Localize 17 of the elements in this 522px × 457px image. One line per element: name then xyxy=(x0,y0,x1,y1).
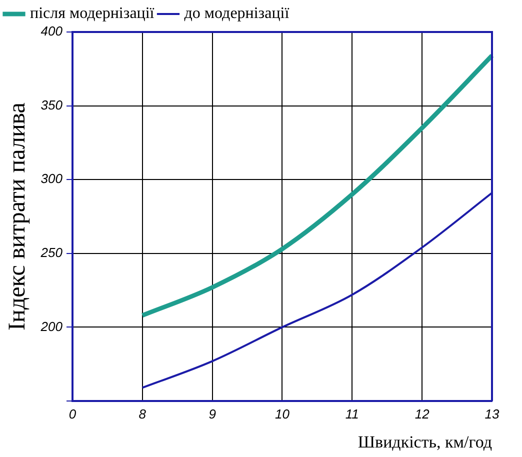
legend-label: до модернізації xyxy=(184,5,290,22)
x-tick-label: 0 xyxy=(68,406,77,422)
y-tick-label: 250 xyxy=(40,245,64,260)
legend-label: після модернізації xyxy=(30,5,155,22)
x-tick-label: 13 xyxy=(484,406,500,422)
x-tick-label: 12 xyxy=(414,406,430,422)
y-tick-label: 350 xyxy=(40,97,64,112)
y-tick-label: 400 xyxy=(40,24,64,39)
y-axis-title: Індекс витрати палива xyxy=(4,102,31,330)
x-tick-label: 10 xyxy=(275,406,290,422)
line-series xyxy=(140,53,494,318)
x-tick-label: 8 xyxy=(138,406,147,422)
y-tick-label: 200 xyxy=(40,318,64,334)
y-tick-label: 300 xyxy=(40,171,64,186)
x-tick-label: 9 xyxy=(208,406,216,422)
x-axis-title: Швидкість, км/год xyxy=(358,432,492,452)
x-tick-label: 11 xyxy=(345,406,359,422)
